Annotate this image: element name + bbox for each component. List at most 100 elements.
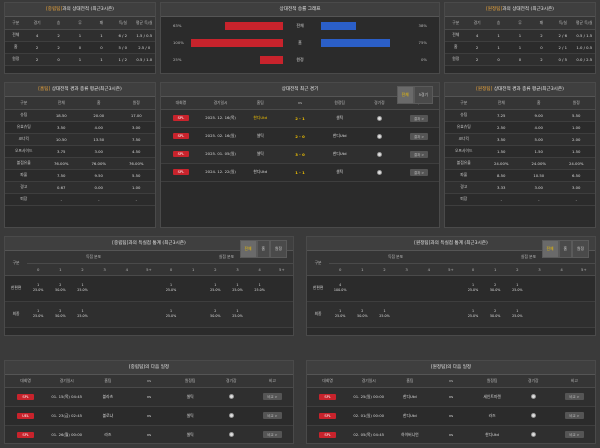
- league-badge[interactable]: SPL: [172, 133, 190, 139]
- tab-all[interactable]: 전체: [239, 240, 257, 258]
- table-cell: -: [80, 193, 118, 206]
- away-team[interactable]: 셀틱: [169, 425, 211, 443]
- column-header: 평균 득/실: [573, 17, 595, 30]
- column-header: 원정팀: [169, 375, 211, 388]
- home-rate-bar: [260, 56, 283, 64]
- league-badge[interactable]: SPL: [319, 431, 336, 438]
- away-team[interactable]: 세인트미렌: [471, 387, 513, 407]
- sub-header: 3: [528, 263, 551, 276]
- distribution-cell: [182, 275, 205, 302]
- distribution-cell: 1 25.0%: [71, 301, 94, 328]
- column-header: 경기: [26, 17, 48, 30]
- date-cell: 01. 26(월) 00:00: [46, 425, 88, 443]
- compare-button[interactable]: 비교 >: [263, 393, 282, 400]
- table-cell: 5.00: [520, 133, 558, 146]
- venue-cell: [512, 425, 554, 443]
- away-team[interactable]: 셀틱: [169, 387, 211, 407]
- ball-icon: [530, 432, 536, 438]
- away-team[interactable]: 셀틱: [319, 109, 360, 128]
- tab-home[interactable]: 홈: [558, 240, 572, 258]
- home-team[interactable]: 볼로냐: [87, 406, 129, 426]
- row-label: 전체: [5, 29, 27, 42]
- note-cell: 비교 >: [251, 406, 293, 426]
- table-row: 퇴장 - - -: [5, 193, 155, 206]
- home-team[interactable]: 셀틱: [240, 145, 281, 164]
- column-header: 승: [487, 17, 510, 30]
- table-cell: 0.00: [80, 181, 118, 194]
- goal-tabs: 전체 홈 원정: [541, 240, 589, 258]
- panel-title: [원정팀]과의 상대전적 (최근3시즌): [445, 3, 595, 17]
- distribution-cell: [550, 275, 573, 302]
- compare-button[interactable]: 비교 >: [565, 393, 584, 400]
- distribution-cell: 1 25.0%: [159, 275, 183, 302]
- league-badge[interactable]: SPL: [172, 115, 190, 121]
- league-badge[interactable]: SPL: [319, 412, 336, 419]
- table-cell: 4: [26, 29, 48, 42]
- compare-button[interactable]: 비교 >: [565, 412, 584, 419]
- distribution-cell: [528, 301, 551, 328]
- table-row: 최종 1 25.0% 2 50.0% 1 25.0% 1 25.0% 2 50.0% 1 2…: [5, 301, 293, 328]
- distribution-cell: 1 25.0%: [506, 301, 529, 328]
- tab-all[interactable]: 전체: [541, 240, 559, 258]
- table-cell: 1: [69, 29, 91, 42]
- table-cell: 3.33: [482, 181, 520, 194]
- league-badge[interactable]: SPL: [319, 393, 336, 400]
- table-row: 경고 0.67 0.00 1.00: [5, 181, 155, 194]
- compare-button[interactable]: 비교 >: [565, 431, 584, 438]
- league-badge[interactable]: SPL: [17, 393, 34, 400]
- away-rate-label: 38%: [418, 23, 427, 28]
- home-team[interactable]: 라즈: [87, 425, 129, 443]
- result-button[interactable]: 결과 >: [410, 132, 429, 140]
- league-badge[interactable]: SPL: [172, 169, 190, 175]
- result-button[interactable]: 결과 >: [410, 114, 429, 122]
- table-cell: 24.00%: [520, 157, 558, 170]
- compare-button[interactable]: 비교 >: [263, 431, 282, 438]
- table-cell: 5.50: [117, 169, 155, 182]
- column-header: 패: [530, 17, 553, 30]
- league-badge[interactable]: SPL: [17, 431, 34, 438]
- distribution-cell: 2 50.0%: [351, 301, 374, 328]
- result-button[interactable]: 결과 >: [410, 150, 429, 158]
- toggle-all-button[interactable]: 전체: [396, 86, 414, 104]
- sub-header: 2: [373, 263, 396, 276]
- home-team[interactable]: 하이버니언: [389, 425, 431, 443]
- sub-header: 5+: [572, 263, 595, 276]
- table-cell: 0: [90, 41, 113, 54]
- distribution-cell: [439, 275, 462, 302]
- league-badge[interactable]: UEL: [17, 412, 35, 419]
- venue-cell: [359, 109, 400, 128]
- result-button[interactable]: 결과 >: [410, 168, 429, 176]
- header-row: 구분 전체 홈 원정: [5, 97, 155, 110]
- home-team[interactable]: 한디Utd: [389, 406, 431, 426]
- home-team[interactable]: 한디Utd: [240, 109, 281, 128]
- sub-header-row: 0 1 2 3 4 5+ 0 1 2 3 4 5+: [307, 263, 595, 276]
- table-row: 원정 2 0 0 2 0 / 5 0.0 / 2.5: [445, 53, 595, 66]
- home-team[interactable]: 한디Utd: [240, 163, 281, 182]
- home-team[interactable]: 셀틱: [240, 127, 281, 146]
- away-team[interactable]: 라즈: [471, 406, 513, 426]
- league-badge[interactable]: SPL: [172, 151, 190, 157]
- away-team[interactable]: 한디Utd: [319, 145, 360, 164]
- graph-row: 63% 전체 38%: [161, 20, 439, 32]
- away-team[interactable]: 한디Utd: [319, 127, 360, 146]
- toggle-5games-button[interactable]: 5경기: [413, 86, 433, 104]
- league-cell: SPL: [5, 387, 47, 407]
- distribution-cell: [137, 301, 160, 328]
- home-team[interactable]: 한디Utd: [389, 387, 431, 407]
- compare-button[interactable]: 비교 >: [263, 412, 282, 419]
- row-label: 유효슈팅: [445, 121, 483, 134]
- tab-away[interactable]: 원정: [270, 240, 287, 258]
- table-cell: 1: [487, 29, 510, 42]
- tab-home[interactable]: 홈: [256, 240, 270, 258]
- note-cell: 비교 >: [553, 425, 595, 443]
- table-cell: 7.50: [42, 169, 80, 182]
- away-team[interactable]: 셀틱: [319, 163, 360, 182]
- away-team[interactable]: 한디Utd: [471, 425, 513, 443]
- table-cell: 1.5 / 0.5: [133, 29, 155, 42]
- table-cell: 6 / 2: [112, 29, 134, 42]
- sub-header: 3: [226, 263, 249, 276]
- home-team[interactable]: 블라츠: [87, 387, 129, 407]
- table-row: 원정 2 0 1 1 1 / 2 0.5 / 1.0: [5, 53, 155, 66]
- away-team[interactable]: 셀틱: [169, 406, 211, 426]
- tab-away[interactable]: 원정: [572, 240, 589, 258]
